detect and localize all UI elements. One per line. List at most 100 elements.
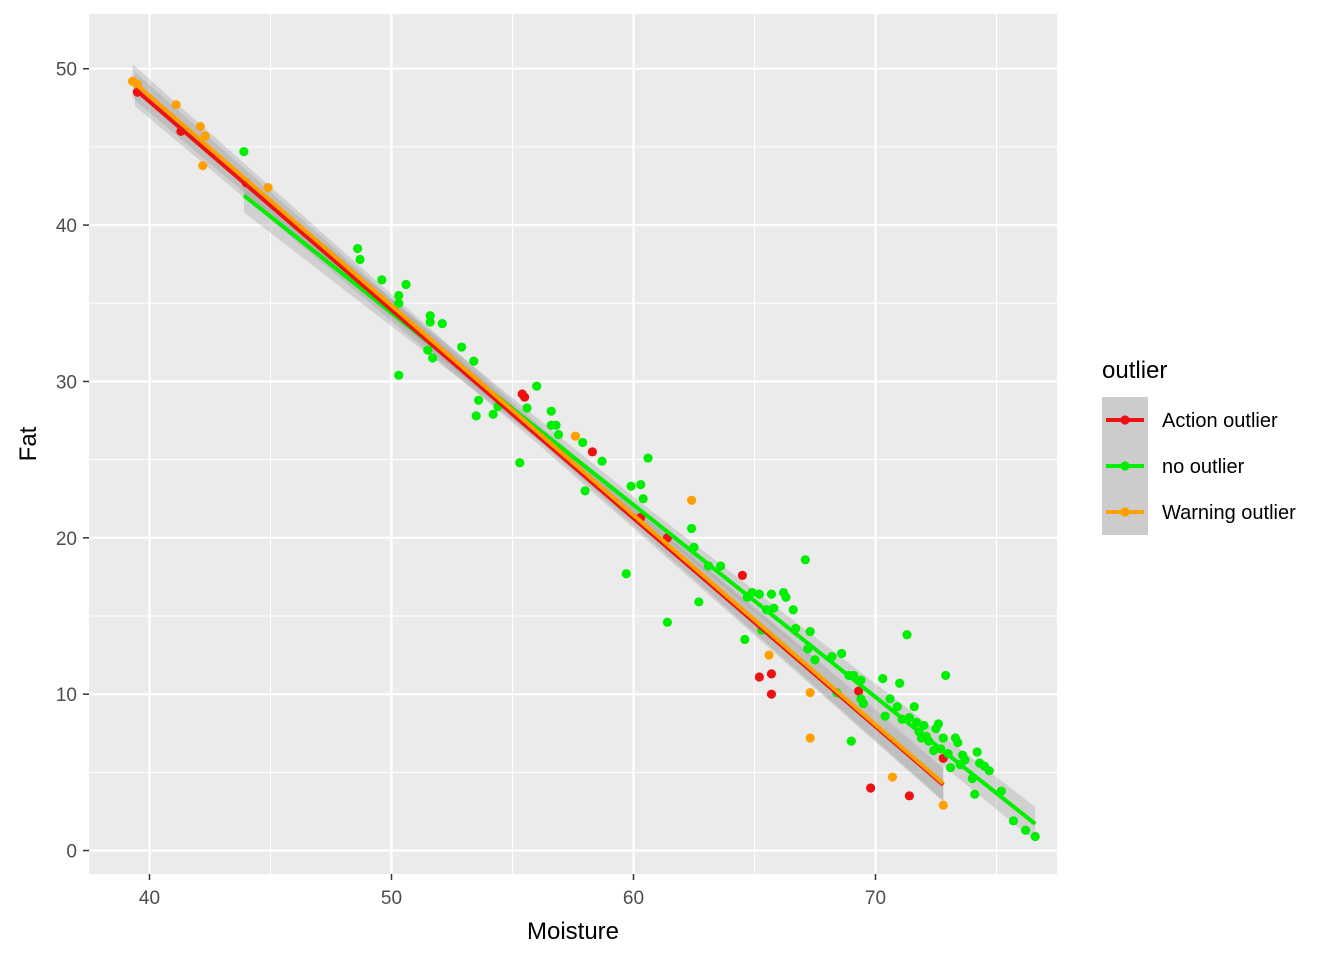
data-point	[353, 243, 363, 254]
legend-key-point	[1120, 415, 1130, 425]
data-point	[764, 650, 774, 660]
data-point	[570, 431, 581, 441]
data-point	[788, 605, 798, 615]
legend-key-point	[1120, 461, 1130, 471]
x-axis-ticks: 40 50 60 70	[139, 874, 886, 909]
legend-label: Warning outlier	[1162, 502, 1296, 524]
legend: outlier Action outlier no outlier Warning …	[1102, 357, 1296, 535]
data-point	[1030, 831, 1040, 842]
data-point	[941, 670, 951, 681]
y-tick-label: 40	[56, 216, 77, 237]
data-point	[587, 447, 597, 457]
data-point	[970, 789, 980, 799]
data-point	[781, 592, 791, 602]
data-point	[805, 688, 815, 698]
data-point	[938, 800, 948, 810]
data-point	[394, 298, 404, 308]
legend-title: outlier	[1102, 357, 1167, 384]
data-point	[904, 791, 914, 801]
fit-lines	[131, 79, 1037, 826]
y-tick-label: 50	[56, 60, 77, 81]
data-point	[401, 279, 411, 290]
data-point	[522, 403, 532, 413]
data-point	[428, 353, 438, 363]
data-point	[621, 569, 631, 579]
data-point	[972, 747, 982, 757]
data-point	[737, 570, 748, 580]
data-point	[1020, 825, 1031, 835]
data-point	[198, 161, 208, 171]
x-tick-label: 60	[623, 888, 644, 909]
data-point	[694, 597, 704, 607]
data-point	[171, 100, 181, 110]
data-point	[471, 411, 481, 421]
y-tick-label: 30	[56, 372, 77, 393]
data-point	[662, 617, 672, 627]
data-point	[945, 763, 956, 773]
legend-keys: Action outlier no outlier Warning outlier	[1102, 397, 1296, 535]
data-point	[394, 370, 404, 380]
data-point	[457, 342, 467, 352]
y-axis-ticks: 0 10 20 30 40 50	[56, 60, 89, 863]
data-point	[638, 494, 648, 504]
data-point	[546, 406, 556, 416]
data-point	[800, 555, 810, 565]
data-point	[810, 655, 820, 665]
data-point	[740, 634, 750, 645]
data-point	[960, 755, 970, 765]
data-point	[858, 698, 869, 709]
data-point	[912, 717, 922, 727]
data-point	[423, 345, 433, 355]
data-point	[532, 381, 542, 391]
plot-panel	[89, 14, 1057, 874]
data-point	[895, 678, 905, 688]
data-point	[846, 736, 856, 746]
data-point	[953, 738, 963, 748]
data-point	[636, 480, 646, 490]
fit-line	[131, 79, 945, 785]
grid-minor	[89, 14, 1057, 874]
data-point	[766, 689, 777, 699]
data-point	[686, 495, 697, 505]
data-point	[578, 437, 588, 448]
data-point	[394, 290, 404, 301]
data-point	[515, 458, 525, 468]
data-point	[437, 319, 447, 329]
data-point	[766, 589, 777, 599]
data-point	[551, 420, 561, 430]
data-point	[553, 430, 564, 440]
data-point	[919, 720, 929, 731]
data-point	[769, 603, 779, 613]
data-point	[239, 147, 249, 157]
data-point	[355, 254, 365, 265]
legend-key-point	[1120, 507, 1130, 517]
legend-label: Action outlier	[1162, 410, 1278, 432]
data-point	[837, 648, 847, 659]
data-point	[766, 669, 777, 679]
data-point	[902, 630, 912, 640]
y-tick-label: 20	[56, 529, 77, 550]
data-point	[887, 772, 898, 782]
data-point	[805, 733, 815, 743]
data-point	[928, 745, 939, 756]
data-point	[580, 486, 590, 496]
legend-label: no outlier	[1162, 456, 1245, 478]
data-point	[885, 694, 895, 704]
y-axis-title: Fat	[15, 426, 42, 461]
x-axis-title: Moisture	[527, 918, 619, 945]
data-point	[878, 673, 888, 684]
data-point	[805, 627, 815, 637]
x-tick-label: 40	[139, 888, 160, 909]
data-point	[686, 523, 697, 534]
data-point	[488, 409, 498, 419]
x-tick-label: 70	[865, 888, 886, 909]
fit-line	[242, 193, 1037, 826]
data-point	[754, 589, 764, 599]
data-point	[938, 733, 948, 743]
data-point	[716, 561, 726, 571]
data-point	[469, 356, 479, 366]
data-point	[425, 317, 435, 327]
data-point	[909, 702, 919, 712]
grid-major	[89, 14, 1057, 874]
data-point	[892, 702, 902, 712]
